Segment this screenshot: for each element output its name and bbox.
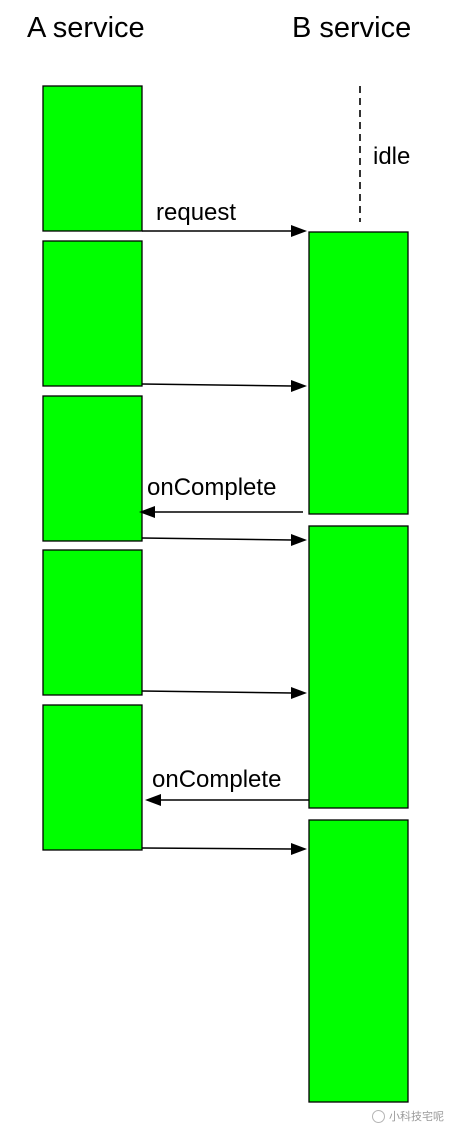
b-block-2 [309, 526, 408, 808]
arrow-a-to-b-2 [142, 380, 307, 392]
arrow-oncomplete-1 [139, 506, 303, 518]
arrow-a-to-b-5 [142, 843, 307, 855]
arrow-oncomplete-2 [145, 794, 309, 806]
a-block-2 [43, 241, 142, 386]
a-block-1 [43, 86, 142, 231]
watermark-text: 小科技宅呢 [389, 1108, 444, 1124]
b-block-1 [309, 232, 408, 514]
idle-label: idle [373, 143, 410, 170]
b-block-3 [309, 820, 408, 1102]
oncomplete-label-1: onComplete [147, 474, 276, 501]
watermark: 小科技宅呢 [372, 1108, 444, 1124]
oncomplete-label-2: onComplete [152, 766, 281, 793]
arrow-a-to-b-4 [142, 687, 307, 699]
request-label: request [156, 199, 236, 226]
column-b-title: B service [292, 12, 411, 44]
a-block-4 [43, 550, 142, 695]
a-block-5 [43, 705, 142, 850]
column-a-title: A service [27, 12, 145, 44]
arrow-a-to-b-3 [142, 534, 307, 546]
a-block-3 [43, 396, 142, 541]
arrow-request [142, 225, 307, 237]
wechat-icon [372, 1110, 385, 1123]
